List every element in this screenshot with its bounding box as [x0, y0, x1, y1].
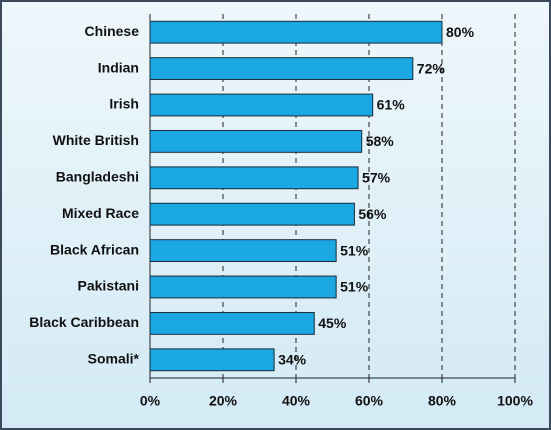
y-tick-label: White British [53, 132, 139, 148]
y-tick-label: Chinese [85, 23, 140, 39]
bar [149, 239, 337, 263]
bar [149, 202, 355, 226]
y-tick-label: Bangladeshi [56, 169, 139, 185]
x-tick-label: 100% [497, 393, 533, 409]
bar [149, 348, 275, 372]
y-tick-label: Indian [98, 59, 139, 75]
x-tick-label: 40% [282, 393, 311, 409]
value-label: 34% [278, 352, 307, 368]
y-tick-label: Mixed Race [62, 205, 139, 221]
value-label: 61% [377, 97, 406, 113]
x-tick-label: 60% [355, 393, 384, 409]
bar [149, 311, 315, 335]
bar [149, 93, 374, 117]
value-label: 56% [358, 206, 387, 222]
value-label: 51% [340, 279, 369, 295]
bar [149, 166, 359, 190]
bar [149, 20, 443, 44]
y-tick-label: Somali* [88, 351, 140, 367]
y-tick-label: Pakistani [78, 278, 139, 294]
bar [149, 129, 363, 153]
y-tick-label: Irish [109, 96, 139, 112]
value-label: 45% [318, 315, 347, 331]
value-label: 80% [446, 24, 475, 40]
x-tick-label: 20% [209, 393, 238, 409]
value-label: 51% [340, 242, 369, 258]
value-label: 72% [417, 60, 446, 76]
x-tick-label: 0% [140, 393, 161, 409]
x-tick-label: 80% [428, 393, 457, 409]
value-label: 57% [362, 170, 391, 186]
value-label: 58% [366, 133, 395, 149]
bar [149, 275, 337, 299]
y-tick-label: Black African [50, 241, 139, 257]
bar [149, 57, 414, 81]
y-tick-label: Black Caribbean [29, 314, 139, 330]
